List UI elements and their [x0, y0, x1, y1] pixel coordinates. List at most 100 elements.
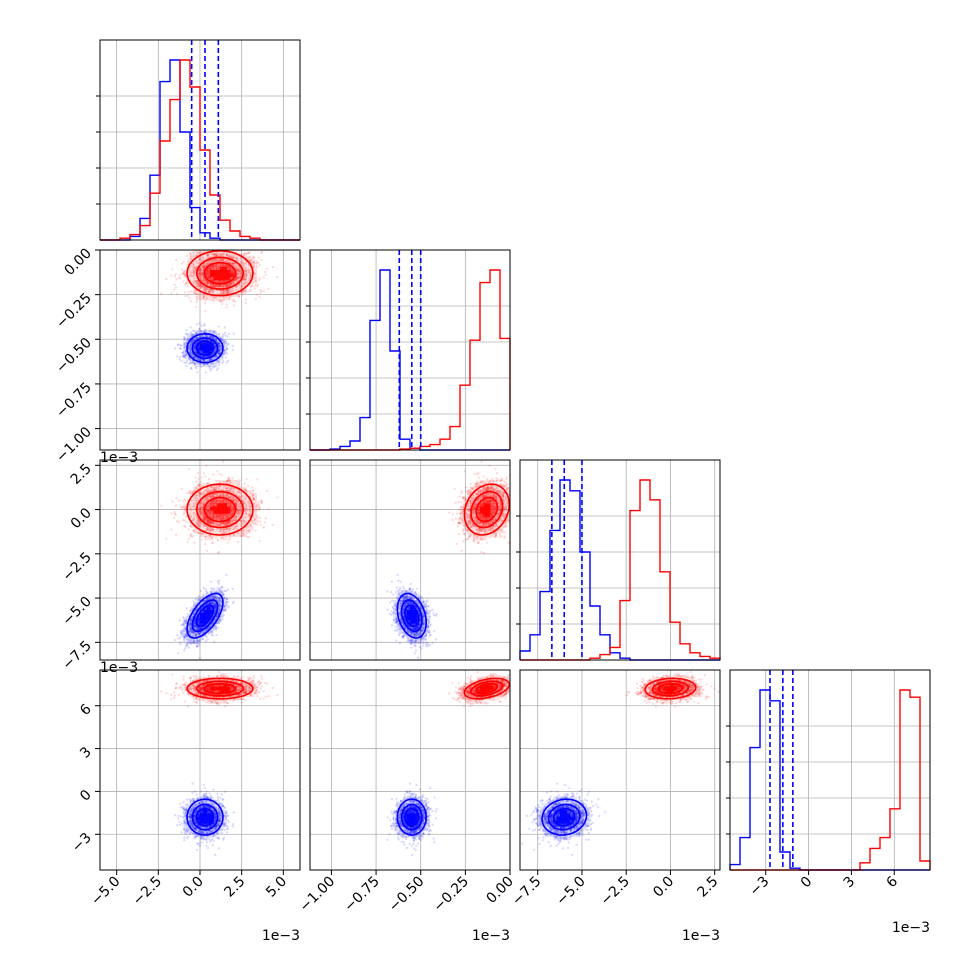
scatter-point — [209, 495, 212, 498]
scatter-point — [197, 271, 200, 275]
scatter-point — [187, 537, 190, 540]
scatter-point — [204, 535, 207, 538]
density-cell — [183, 626, 187, 631]
scatter-point — [193, 641, 196, 644]
scatter-point — [242, 500, 245, 503]
scatter-point — [202, 504, 205, 507]
scatter-point — [198, 595, 201, 598]
scatter-point — [204, 334, 207, 337]
density-cell — [213, 603, 217, 607]
scatter-point — [244, 516, 247, 519]
scatter-point — [201, 506, 204, 509]
scatter-point — [207, 632, 210, 635]
scatter-point — [192, 504, 196, 507]
scatter-point — [197, 632, 200, 635]
scatter-point — [214, 488, 217, 491]
scatter-point — [239, 257, 242, 260]
scatter-point — [205, 335, 209, 338]
scatter-point — [193, 501, 196, 505]
scatter-point — [183, 627, 186, 630]
scatter-point — [218, 524, 222, 527]
density-cell — [200, 350, 204, 354]
scatter-point — [189, 257, 192, 260]
scatter-point — [244, 289, 247, 292]
scatter-point — [201, 491, 204, 494]
scatter-point — [226, 600, 229, 604]
scatter-point — [256, 516, 259, 520]
scatter-point — [239, 519, 242, 523]
density-cell — [213, 253, 217, 257]
scatter-point — [231, 520, 234, 523]
scatter-point — [187, 491, 190, 494]
scatter-point — [190, 340, 194, 343]
scatter-point — [188, 357, 191, 360]
scatter-point — [198, 322, 201, 325]
scatter-point — [219, 259, 222, 262]
density-cell — [210, 356, 214, 361]
scatter-point — [212, 330, 216, 333]
scatter-point — [228, 534, 231, 537]
density-cell — [253, 266, 257, 271]
scatter-point — [243, 281, 246, 285]
scatter-point — [236, 511, 240, 514]
scatter-point — [231, 256, 234, 259]
scatter-point — [207, 334, 211, 338]
panel-frame — [99, 39, 301, 241]
scatter-point — [198, 362, 202, 365]
scatter-point — [204, 537, 207, 541]
scatter-point — [191, 274, 194, 278]
scatter-point — [237, 276, 241, 279]
scatter-point — [190, 525, 193, 528]
density-cell — [226, 270, 231, 274]
scatter-point — [201, 638, 204, 641]
scatter-point — [192, 263, 196, 266]
scatter-point — [218, 608, 221, 611]
density-cell — [196, 250, 201, 254]
density-cell — [193, 270, 197, 274]
density-cell — [186, 630, 191, 634]
scatter-point — [227, 489, 231, 492]
density-cell — [250, 260, 254, 264]
scatter-point — [173, 347, 177, 350]
scatter-point — [256, 523, 259, 526]
scatter-point — [239, 491, 242, 495]
scatter-point — [203, 489, 207, 492]
scatter-point — [229, 283, 233, 286]
scatter-point — [237, 483, 240, 486]
scatter-point — [185, 329, 188, 332]
scatter-point — [200, 476, 204, 479]
scatter-point — [190, 618, 193, 621]
scatter-point — [219, 344, 222, 348]
density-cell — [216, 270, 221, 274]
density-cell — [220, 273, 224, 277]
density-cell — [210, 263, 214, 267]
scatter-point — [224, 609, 227, 612]
scatter-point — [183, 337, 186, 340]
density-cell — [190, 616, 194, 621]
scatter-point — [237, 268, 240, 271]
scatter-point — [245, 490, 248, 493]
scatter-point — [192, 529, 195, 532]
scatter-point — [183, 291, 186, 294]
scatter-point — [182, 271, 185, 274]
density-cell — [203, 250, 207, 254]
scatter-point — [192, 270, 196, 273]
scatter-point — [177, 343, 180, 347]
scatter-point — [199, 268, 202, 272]
scatter-point — [227, 291, 230, 294]
scatter-point — [201, 594, 205, 597]
scatter-point — [232, 304, 236, 307]
scatter-point — [231, 497, 234, 500]
scatter-point — [218, 247, 220, 249]
density-cell — [220, 250, 224, 254]
scatter-point — [189, 516, 192, 519]
scatter-point — [194, 634, 198, 637]
scatter-point — [174, 286, 177, 289]
scatter-point — [234, 519, 237, 522]
scatter-point — [219, 619, 222, 622]
scatter-point — [187, 528, 190, 531]
density-cell — [200, 286, 204, 291]
scatter-point — [238, 269, 241, 273]
scatter-point — [199, 271, 202, 274]
scatter-point — [186, 338, 189, 341]
